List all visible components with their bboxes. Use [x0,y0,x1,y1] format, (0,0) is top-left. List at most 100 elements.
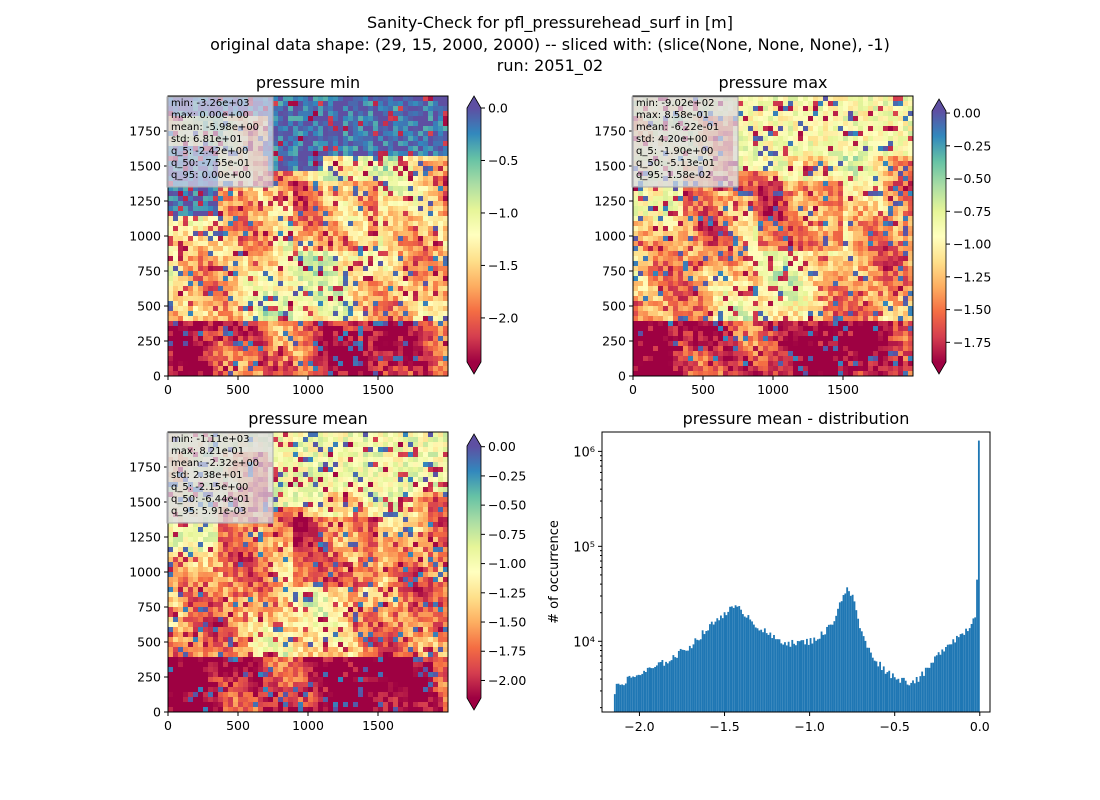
pressure-min-heatmap-cell [318,206,324,212]
pressure-min-heatmap-cell [373,131,379,137]
pressure-min-heatmap-cell [348,176,354,182]
pressure-max-heatmap-cell [743,221,749,227]
pressure-min-heatmap-cell [273,246,279,252]
pressure-min-heatmap-cell [233,321,239,327]
pressure-min-heatmap-cell [283,211,289,217]
pressure-min-heatmap-cell [358,151,364,157]
pressure-min-heatmap-cell [243,266,249,272]
pressure-max-heatmap-cell [813,101,819,107]
pressure-max-heatmap-cell [808,206,814,212]
pressure-min-heatmap-cell [188,221,194,227]
pressure-max-heatmap-cell [763,176,769,182]
pressure-min-heatmap-cell [303,351,309,357]
pressure-min-heatmap-cell [363,341,369,347]
pressure-max-heatmap-cell [768,241,774,247]
pressure-max-heatmap-cell [868,186,874,192]
pressure-min-heatmap-cell [248,246,254,252]
pressure-max-heatmap-cell [728,251,734,257]
pressure-min-heatmap-cell [363,201,369,207]
pressure-min-heatmap-cell [198,331,204,337]
pressure-min-heatmap-cell [273,256,279,262]
pressure-min-heatmap-cell [378,261,384,267]
pressure-min-heatmap-cell [378,216,384,222]
pressure-max-heatmap-cell [783,186,789,192]
pressure-min-heatmap-cell [213,216,219,222]
pressure-min-heatmap-cell [293,356,299,362]
pressure-min-heatmap-cell [253,191,259,197]
pressure-min-heatmap-cell [433,176,439,182]
pressure-min-heatmap-cell [348,356,354,362]
pressure-min-heatmap-cell [413,126,419,132]
pressure-min-heatmap-cell [443,186,449,192]
pressure-max-heatmap-cell [873,136,879,142]
pressure-min-heatmap-cell [383,206,389,212]
pressure-min-heatmap-cell [333,136,339,142]
pressure-min-heatmap-cell [403,246,409,252]
pressure-max-heatmap-cell [723,246,729,252]
pressure-max-heatmap-cell [863,211,869,217]
pressure-min-heatmap-cell [348,311,354,317]
pressure-min-heatmap-cell [293,191,299,197]
pressure-min-heatmap-cell [183,296,189,302]
pressure-min-heatmap-cell [333,301,339,307]
pressure-min-heatmap-cell [243,281,249,287]
pressure-max-heatmap-cell [713,241,719,247]
pressure-max-heatmap-cell [773,96,779,102]
pressure-min-heatmap-cell [223,341,229,347]
pressure-min-heatmap-cell [338,346,344,352]
pressure-max-heatmap-cell [803,131,809,137]
pressure-min-heatmap-cell [368,306,374,312]
pressure-min-heatmap-cell [373,141,379,147]
pressure-min-heatmap-cell [428,96,434,102]
pressure-min-heatmap-cell [273,286,279,292]
pressure-min-heatmap-cell [423,346,429,352]
pressure-min-heatmap-cell [388,331,394,337]
pressure-min-heatmap-cell [303,206,309,212]
pressure-min-heatmap-cell [358,276,364,282]
pressure-min-heatmap-cell [288,256,294,262]
pressure-max-heatmap-cell [868,231,874,237]
pressure-max-heatmap-cell [633,201,639,207]
pressure-min-heatmap-cell [343,306,349,312]
pressure-min-heatmap-cell [413,306,419,312]
pressure-min-heatmap-cell [403,301,409,307]
pressure-min-heatmap-cell [213,266,219,272]
pressure-min-heatmap-cell [273,306,279,312]
pressure-min-heatmap-cell [418,126,424,132]
pressure-min-heatmap-cell [383,221,389,227]
pressure-max-heatmap-cell [788,201,794,207]
pressure-max-heatmap-cell [678,236,684,242]
pressure-max-heatmap-cell [848,191,854,197]
pressure-min-heatmap-cell [363,276,369,282]
pressure-min-heatmap-cell [333,356,339,362]
pressure-max-heatmap-cell [878,186,884,192]
pressure-min-heatmap-cell [223,371,229,377]
pressure-min-heatmap-cell [343,366,349,372]
pressure-max-heatmap-cell [683,216,689,222]
pressure-min-heatmap-cell [358,241,364,247]
pressure-max-heatmap-cell [903,181,909,187]
pressure-max-heatmap-cell [748,236,754,242]
pressure-min-heatmap-cell [203,256,209,262]
pressure-min-heatmap-cell [258,196,264,202]
pressure-min-heatmap-cell [228,371,234,377]
pressure-min-heatmap-cell [208,366,214,372]
pressure-max-heatmap-cell [848,206,854,212]
pressure-min-heatmap-cell [168,281,174,287]
pressure-min-heatmap-cell [373,161,379,167]
pressure-max-heatmap-cell [843,191,849,197]
pressure-min-heatmap-cell [218,246,224,252]
pressure-min-heatmap-cell [373,286,379,292]
pressure-min-heatmap-cell [188,356,194,362]
pressure-max-heatmap-cell [653,191,659,197]
pressure-min-heatmap-cell [303,251,309,257]
pressure-min-heatmap-cell [353,311,359,317]
pressure-min-heatmap-cell [293,216,299,222]
pressure-max-heatmap-cell [903,121,909,127]
pressure-max-heatmap-cell [898,221,904,227]
pressure-max-heatmap-cell [753,251,759,257]
pressure-min-heatmap-cell [258,221,264,227]
pressure-min-heatmap-cell [418,281,424,287]
pressure-min-heatmap-cell [398,161,404,167]
pressure-min-heatmap-cell [253,366,259,372]
